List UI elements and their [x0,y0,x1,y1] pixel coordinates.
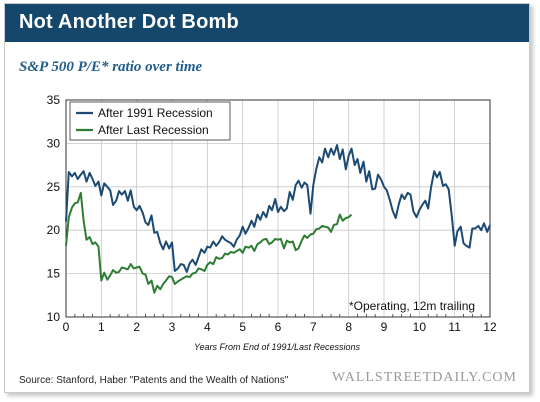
x-tick-label: 1 [98,320,105,334]
y-tick-label: 10 [47,310,61,324]
x-tick-label: 12 [483,320,497,334]
y-tick-label: 30 [47,136,61,150]
x-tick-label: 11 [448,320,461,334]
x-tick-label: 8 [345,320,352,334]
chart-annotation: *Operating, 12m trailing [349,299,475,313]
chart-card: Not Another Dot Bomb S&P 500 P/E* ratio … [4,3,530,393]
x-tick-label: 10 [413,320,427,334]
series-line-last [65,191,353,294]
y-tick-label: 35 [47,93,61,107]
legend-label-1991: After 1991 Recession [98,106,213,120]
header-title: Not Another Dot Bomb [19,11,239,33]
x-tick-label: 2 [133,320,140,334]
y-tick-label: 25 [47,180,61,194]
legend: After 1991 Recession After Last Recessio… [69,101,231,141]
chart-subtitle: S&P 500 P/E* ratio over time [19,59,203,75]
y-tick-label: 15 [47,267,61,281]
x-axis-label: Years From End of 1991/Last Recessions [194,342,361,352]
y-tick-label: 20 [47,223,61,237]
x-tick-label: 3 [169,320,176,334]
watermark-logo: WALLSTREETDAILY.COM [332,370,517,385]
x-tick-label: 4 [204,320,211,334]
header-bar: Not Another Dot Bomb [5,4,529,42]
legend-label-last: After Last Recession [98,123,209,137]
x-tick-label: 6 [275,320,282,334]
legend-box [69,101,231,141]
source-note: Source: Stanford, Haber "Patents and the… [19,375,289,386]
x-tick-label: 0 [63,320,70,334]
series-line-1991 [65,144,491,273]
x-tick-label: 5 [239,320,246,334]
series-layer [65,144,491,294]
x-tick-label: 9 [381,320,388,334]
x-tick-label: 7 [310,320,317,334]
